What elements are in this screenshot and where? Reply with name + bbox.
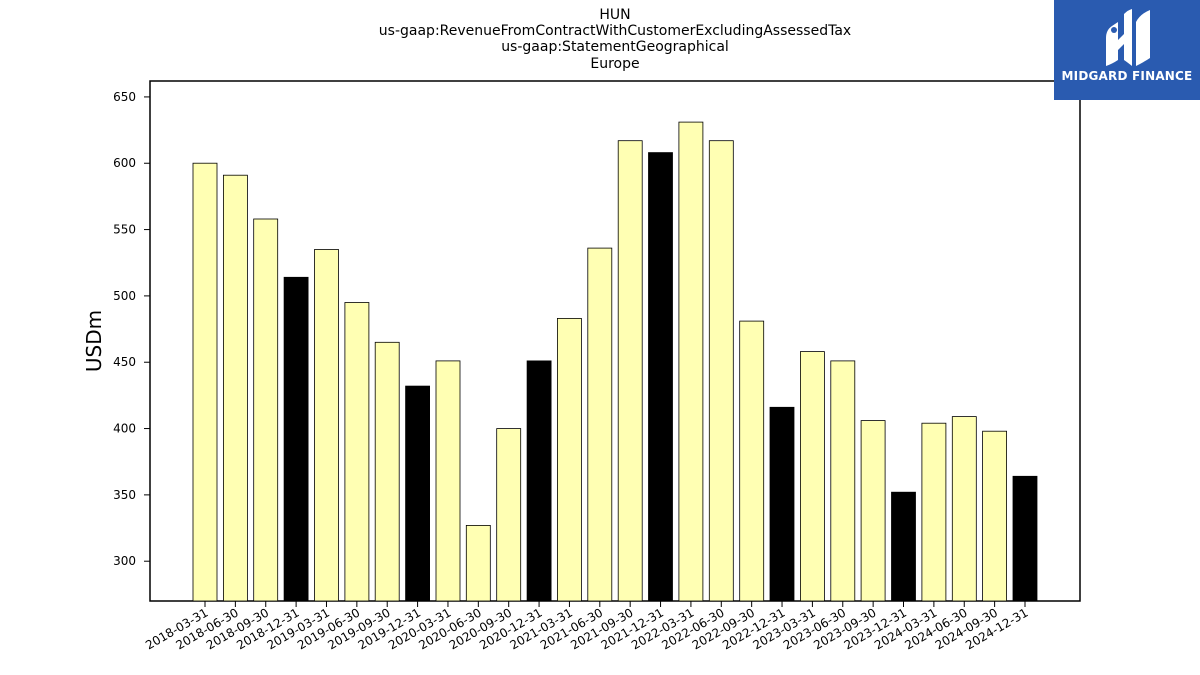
y-tick-label: 550	[113, 223, 136, 237]
bar-2021-09-30	[617, 140, 643, 602]
bar-2024-12-31	[1012, 475, 1038, 602]
bar-2021-12-31	[648, 152, 673, 602]
bar-2019-09-30	[374, 341, 400, 602]
midgard-m-icon	[1106, 9, 1150, 66]
bar-2024-06-30	[951, 416, 977, 602]
y-tick-label: 600	[113, 156, 136, 170]
y-tick-label: 400	[113, 422, 136, 436]
bar-2020-06-30	[465, 525, 491, 602]
y-tick-label: 650	[113, 90, 136, 104]
bar-2018-09-30	[253, 218, 279, 602]
chart-title-line-2: us-gaap:RevenueFromContractWithCustomerE…	[378, 23, 852, 39]
plot-frame	[149, 80, 1081, 602]
y-tick-label: 450	[113, 355, 136, 369]
bar-2020-12-31	[526, 360, 552, 602]
y-tick-label: 500	[113, 289, 136, 303]
logo-text: MIDGARD FINANCE	[1061, 69, 1193, 83]
bar-2021-06-30	[587, 247, 613, 602]
y-tick-label: 300	[113, 554, 136, 568]
bar-2019-12-31	[405, 385, 431, 602]
bar-2023-03-31	[800, 351, 825, 602]
bar-2021-03-31	[557, 317, 582, 602]
bar-2024-09-30	[982, 430, 1007, 602]
y-axis-label: USDm	[82, 310, 106, 372]
bars-group	[192, 121, 1038, 602]
bar-2020-03-31	[435, 360, 461, 602]
y-axis: 300 350 400 450 500 550 600 650	[113, 90, 150, 568]
bar-2022-12-31	[769, 406, 795, 602]
bar-2018-06-30	[222, 174, 248, 602]
midgard-finance-logo: MIDGARD FINANCE	[1054, 0, 1200, 100]
y-tick-label: 350	[113, 488, 136, 502]
bar-2018-12-31	[283, 276, 309, 602]
bar-2018-03-31	[192, 162, 218, 602]
chart-title-line-4: Europe	[590, 56, 640, 72]
bar-2023-06-30	[830, 360, 856, 602]
bar-2022-06-30	[708, 140, 734, 602]
bar-2023-09-30	[860, 420, 886, 602]
bar-2022-03-31	[678, 121, 704, 602]
bar-2019-03-31	[314, 249, 339, 602]
bar-2019-06-30	[344, 302, 370, 602]
bar-2023-12-31	[891, 491, 916, 602]
chart-title-line-1: HUN	[599, 7, 631, 23]
chart-title-line-3: us-gaap:StatementGeographical	[501, 39, 729, 55]
bar-2020-09-30	[496, 428, 522, 602]
bar-2024-03-31	[921, 422, 947, 602]
bar-2022-09-30	[739, 320, 765, 602]
x-axis: 2018-03-312018-06-302018-09-302018-12-31…	[143, 601, 1030, 652]
